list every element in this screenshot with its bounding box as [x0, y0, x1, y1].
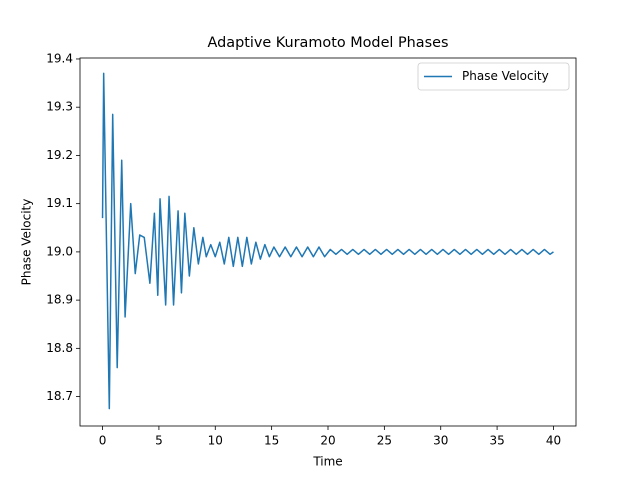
x-axis-label: Time [312, 455, 342, 469]
y-axis-label: Phase Velocity [20, 199, 34, 286]
y-tick-label: 18.9 [46, 293, 73, 307]
x-tick-label: 15 [264, 434, 279, 448]
legend-box [417, 62, 570, 91]
x-tick-label: 35 [489, 434, 504, 448]
series-line [101, 72, 554, 410]
x-tick-label: 30 [433, 434, 448, 448]
x-tick-label: 40 [546, 434, 561, 448]
y-tick-label: 19.2 [46, 148, 73, 162]
chart-title: Adaptive Kuramoto Model Phases [208, 35, 449, 51]
legend-label: Phase Velocity [462, 69, 549, 83]
x-tick-label: 10 [208, 434, 223, 448]
x-tick-label: 0 [99, 434, 107, 448]
plot-frame [79, 57, 577, 427]
y-tick-label: 19.3 [46, 100, 73, 114]
y-tick-label: 18.8 [46, 341, 73, 355]
y-tick-label: 19.1 [46, 196, 73, 210]
x-tick-label: 5 [155, 434, 163, 448]
x-tick-label: 25 [377, 434, 392, 448]
x-tick-label: 20 [320, 434, 335, 448]
y-tick-label: 18.7 [46, 389, 73, 403]
y-tick-label: 19.4 [46, 51, 73, 65]
y-tick-label: 19.0 [46, 244, 73, 258]
